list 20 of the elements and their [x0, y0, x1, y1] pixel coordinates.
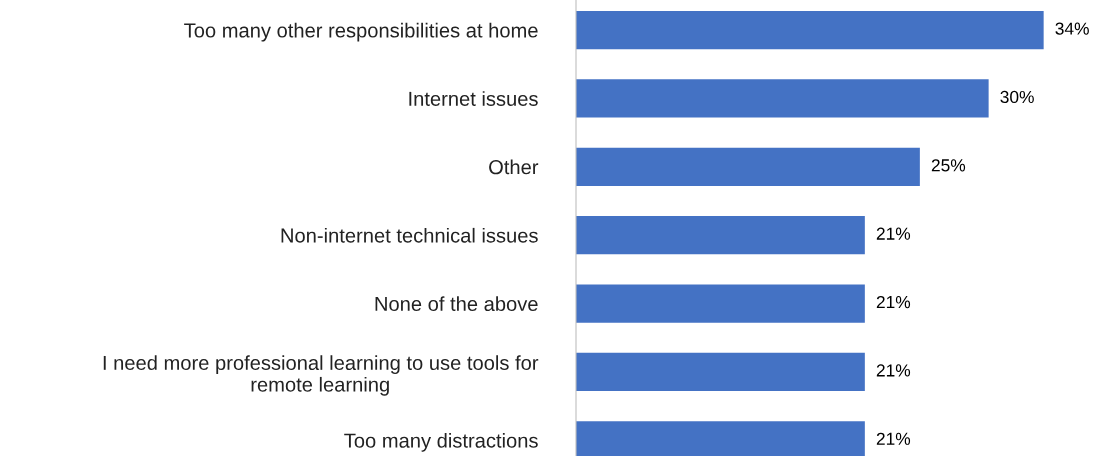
y-tick-label: Non-internet technical issues	[281, 227, 538, 243]
bar	[576, 147, 920, 186]
data-label: 25%	[931, 159, 966, 172]
y-tick-label: Too many other responsibilities at home	[184, 22, 538, 42]
bar	[576, 10, 1044, 50]
y-tick-label: I need more professional learning to use tools for remote learning	[103, 355, 539, 396]
bar	[576, 352, 865, 392]
y-tick-label: Internet issues	[409, 91, 538, 106]
data-label: 21%	[876, 295, 911, 309]
data-label: 21%	[876, 227, 911, 240]
y-tick-label: None of the above	[375, 296, 538, 312]
bar	[576, 284, 865, 323]
bar	[576, 216, 865, 255]
y-tick-label: Other	[489, 159, 539, 175]
data-label: 34%	[1055, 22, 1089, 35]
y-tick-label: Too many distractions	[344, 432, 538, 452]
bar	[576, 79, 989, 118]
data-label: 30%	[1000, 90, 1034, 104]
data-label: 21%	[876, 364, 911, 377]
data-label: 21%	[876, 432, 911, 445]
